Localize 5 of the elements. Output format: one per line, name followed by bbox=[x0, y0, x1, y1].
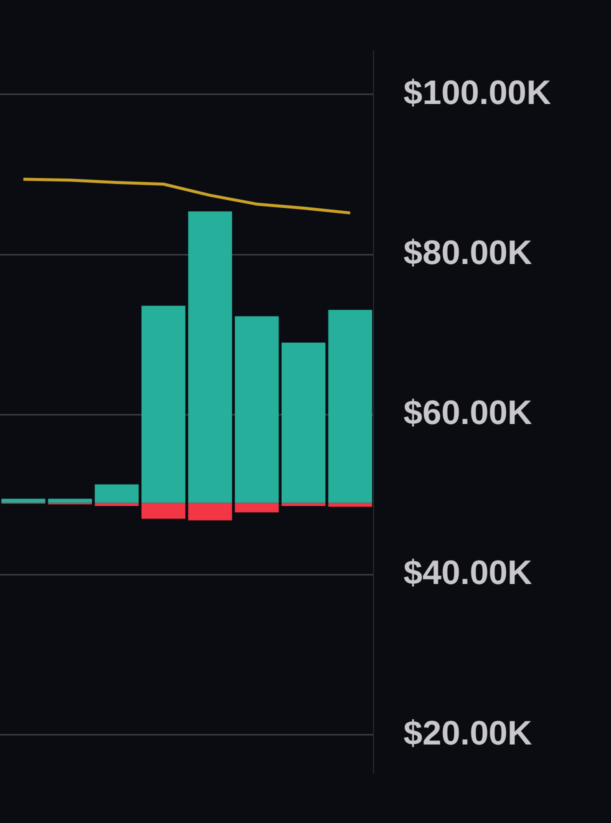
y-tick-label: $40.00K bbox=[404, 554, 533, 592]
y-tick-label: $60.00K bbox=[404, 394, 533, 432]
y-tick-label: $80.00K bbox=[404, 234, 533, 272]
y-tick-label: $20.00K bbox=[404, 714, 533, 752]
y-tick-label: $100.00K bbox=[404, 74, 552, 112]
